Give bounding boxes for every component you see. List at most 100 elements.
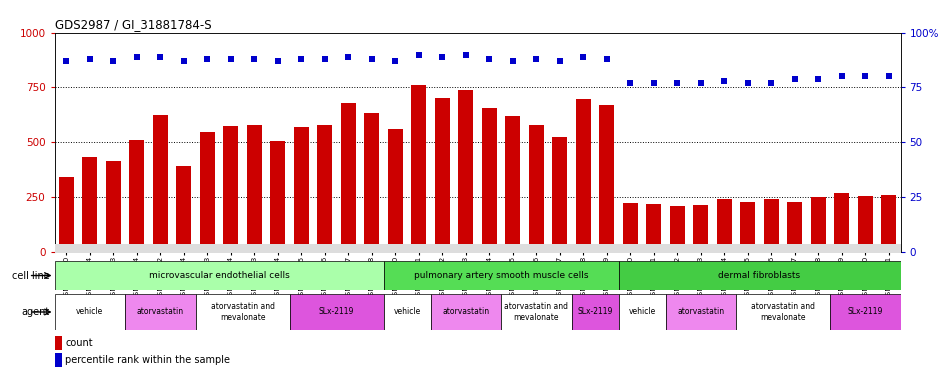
Text: atorvastatin: atorvastatin [677, 308, 725, 316]
Text: cell line: cell line [12, 270, 50, 281]
Text: atorvastatin: atorvastatin [442, 308, 490, 316]
Bar [666, 294, 736, 330]
Point [318, 56, 333, 62]
Text: dermal fibroblasts: dermal fibroblasts [718, 271, 801, 280]
Bar [364, 113, 380, 252]
Bar [575, 99, 591, 252]
Point [294, 56, 309, 62]
Bar [152, 115, 168, 252]
Point [246, 56, 261, 62]
Point [365, 56, 380, 62]
Point [764, 80, 779, 86]
Bar [55, 353, 62, 367]
Point [811, 76, 826, 82]
Bar [810, 197, 826, 252]
Point [694, 80, 709, 86]
Bar [834, 193, 850, 252]
Bar [293, 127, 309, 252]
Text: atorvastatin and
mevalonate: atorvastatin and mevalonate [504, 302, 569, 322]
Bar [384, 294, 431, 330]
Bar [55, 294, 125, 330]
Text: pulmonary artery smooth muscle cells: pulmonary artery smooth muscle cells [414, 271, 588, 280]
Point [459, 51, 474, 58]
Bar [740, 202, 756, 252]
Bar [129, 140, 145, 252]
Bar [317, 124, 333, 252]
Text: vehicle: vehicle [76, 308, 103, 316]
Point [83, 56, 98, 62]
Bar [857, 196, 873, 252]
Bar [105, 161, 121, 252]
Bar [693, 205, 709, 252]
Point [788, 76, 803, 82]
Point [482, 56, 497, 62]
Bar [384, 261, 619, 290]
Text: vehicle: vehicle [629, 308, 655, 316]
Point [271, 58, 286, 64]
Bar [176, 166, 192, 252]
Point [435, 54, 450, 60]
Point [224, 56, 239, 62]
Bar [270, 141, 286, 252]
Text: SLx-2119: SLx-2119 [848, 308, 883, 316]
Text: vehicle: vehicle [394, 308, 420, 316]
Text: agent: agent [22, 307, 50, 317]
Bar [387, 129, 403, 252]
Bar [881, 195, 897, 252]
Point [858, 73, 873, 79]
Text: SLx-2119: SLx-2119 [577, 308, 613, 316]
Text: GDS2987 / GI_31881784-S: GDS2987 / GI_31881784-S [55, 18, 212, 31]
Point [882, 73, 897, 79]
Bar [58, 177, 74, 252]
Text: SLx-2119: SLx-2119 [319, 308, 354, 316]
Bar [528, 124, 544, 252]
Bar [246, 124, 262, 252]
Bar [290, 294, 384, 330]
Bar [505, 116, 521, 252]
Text: percentile rank within the sample: percentile rank within the sample [65, 355, 230, 365]
Bar [599, 105, 615, 252]
Point [670, 80, 685, 86]
Point [553, 58, 568, 64]
Bar [481, 108, 497, 252]
Point [412, 51, 427, 58]
Point [58, 58, 74, 64]
Point [506, 58, 521, 64]
Bar [716, 199, 732, 252]
Point [200, 56, 215, 62]
Point [153, 54, 168, 60]
Point [106, 58, 120, 64]
Text: microvascular endothelial cells: microvascular endothelial cells [149, 271, 290, 280]
Point [623, 80, 638, 86]
Point [529, 56, 544, 62]
Bar [552, 137, 568, 252]
Bar [55, 261, 384, 290]
Bar [458, 89, 474, 252]
Bar [669, 206, 685, 252]
Bar [434, 98, 450, 252]
Bar [736, 294, 830, 330]
Point [717, 78, 732, 84]
Text: count: count [65, 338, 93, 348]
Bar [787, 202, 803, 252]
Bar [619, 261, 901, 290]
Bar [431, 294, 501, 330]
Bar [622, 204, 638, 252]
Bar [340, 103, 356, 252]
Point [388, 58, 403, 64]
Bar [572, 294, 619, 330]
Bar [55, 336, 62, 349]
Point [341, 54, 356, 60]
Bar [646, 204, 662, 252]
Text: atorvastatin and
mevalonate: atorvastatin and mevalonate [751, 302, 815, 322]
Bar [619, 294, 666, 330]
Point [647, 80, 662, 86]
Bar [830, 294, 901, 330]
Point [600, 56, 615, 62]
Text: atorvastatin: atorvastatin [136, 308, 184, 316]
Bar [763, 199, 779, 252]
Point [576, 54, 591, 60]
Bar [411, 85, 427, 252]
Bar [82, 157, 98, 252]
Bar [501, 294, 572, 330]
